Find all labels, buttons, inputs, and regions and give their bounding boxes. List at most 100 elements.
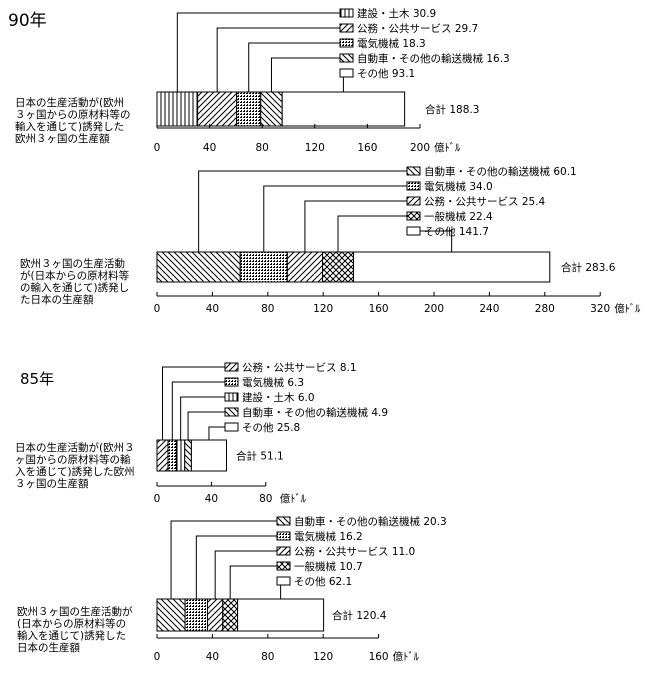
bar-segment-1-4 [353, 251, 551, 283]
legend-label-0-0: 建設・土木 30.9 [357, 7, 436, 20]
legend-label-2-2: 建設・土木 6.0 [242, 391, 315, 404]
legend-swatch-3-4 [276, 576, 291, 586]
legend-label-3-1: 電気機械 16.2 [294, 530, 363, 543]
bar-segment-3-3 [222, 598, 239, 632]
bar-segment-0-3 [260, 91, 283, 127]
bar-segment-3-4 [237, 598, 325, 632]
bar-segment-1-1 [239, 251, 288, 283]
x-tick-label-3-3: 120 [313, 651, 333, 663]
category-label-line: 日本の生産活動が(欧州 [15, 96, 124, 109]
x-tick-label-2-0: 0 [154, 493, 161, 505]
leader-line-0-0 [176, 12, 340, 92]
legend-label-3-3: 一般機械 10.7 [294, 560, 363, 573]
leader-line-0-1 [216, 27, 340, 92]
legend-swatch-0-2 [339, 38, 354, 48]
x-tick-label-3-4: 160 [369, 651, 389, 663]
x-tick-label-0-0: 0 [154, 142, 161, 154]
legend-label-3-2: 公務・公共サービス 11.0 [294, 545, 415, 558]
x-tick-label-2-1: 40 [205, 493, 218, 505]
legend-label-3-0: 自動車・その他の輸送機械 20.3 [294, 515, 447, 528]
bar-segment-0-2 [236, 91, 262, 127]
category-label-line: 入を通じて)誘発した欧州 [15, 465, 135, 478]
legend-swatch-0-0 [339, 8, 354, 18]
leader-line-1-3 [337, 215, 407, 252]
x-tick-label-3-1: 40 [206, 651, 219, 663]
category-label-line: の輸入を通じて)誘発し [20, 281, 129, 294]
legend-label-2-0: 公務・公共サービス 8.1 [242, 361, 357, 374]
bar-segment-2-0 [156, 439, 169, 472]
x-tick-label-1-2: 80 [261, 303, 274, 315]
legend-label-0-2: 電気機械 18.3 [357, 37, 426, 50]
leader-line-3-3 [229, 565, 277, 599]
x-tick-label-0-4: 160 [357, 142, 377, 154]
legend-label-1-4: その他 141.7 [424, 225, 489, 238]
bar-segment-1-3 [322, 251, 355, 283]
category-label-line: 日本の生産活動が(欧州３ [15, 441, 135, 454]
legend-label-1-1: 電気機械 34.0 [424, 180, 493, 193]
x-axis-unit-0: 億ﾄﾞﾙ [434, 141, 461, 154]
legend-label-2-1: 電気機械 6.3 [242, 376, 304, 389]
x-tick-label-1-6: 240 [479, 303, 499, 315]
leader-line-1-4 [407, 230, 453, 252]
leader-line-3-2 [214, 550, 277, 599]
x-tick-label-0-1: 40 [203, 142, 216, 154]
category-label-line: 輸入を通じて)誘発した [17, 629, 126, 642]
leader-line-0-3 [270, 57, 340, 92]
x-axis-unit-1: 億ﾄﾞﾙ [614, 302, 641, 315]
legend-swatch-2-1 [224, 377, 239, 387]
bar-segment-2-3 [184, 439, 192, 472]
bar-segment-0-1 [197, 91, 238, 127]
legend-swatch-2-2 [224, 392, 239, 402]
legend-swatch-1-2 [406, 196, 421, 206]
legend-swatch-2-4 [224, 422, 239, 432]
category-label-line: た日本の生産額 [20, 293, 94, 306]
leader-line-1-0 [198, 170, 407, 252]
category-label-line: 欧州３ヶ国の生産額 [15, 132, 110, 145]
legend-swatch-3-2 [276, 546, 291, 556]
category-label-line: 日本の生産額 [17, 641, 80, 654]
total-label-3: 合計 120.4 [332, 609, 387, 622]
legend-swatch-1-1 [406, 181, 421, 191]
x-tick-label-0-3: 120 [305, 142, 325, 154]
x-tick-label-1-3: 120 [313, 303, 333, 315]
legend-swatch-1-4 [406, 226, 421, 236]
leader-line-2-3 [187, 411, 225, 440]
legend-label-0-1: 公務・公共サービス 29.7 [357, 22, 478, 35]
legend-swatch-3-3 [276, 561, 291, 571]
x-axis-unit-3: 億ﾄﾞﾙ [393, 650, 420, 663]
x-tick-label-3-2: 80 [261, 651, 274, 663]
x-tick-label-1-8: 320 [590, 303, 610, 315]
legend-swatch-3-1 [276, 531, 291, 541]
leader-line-2-1 [171, 381, 225, 440]
bar-segment-2-4 [190, 439, 227, 472]
x-tick-label-3-0: 0 [154, 651, 161, 663]
bar-segment-1-2 [286, 251, 324, 283]
bar-segment-0-0 [156, 91, 199, 127]
legend-label-2-4: その他 25.8 [242, 421, 300, 434]
category-label-line: 輸入を通じて)誘発した [15, 120, 124, 133]
legend-swatch-2-3 [224, 407, 239, 417]
category-label-line: 欧州３ヶ国の生産活動 [20, 257, 125, 270]
category-label-line: (日本からの原材料等の [17, 617, 126, 630]
legend-label-1-3: 一般機械 22.4 [424, 210, 493, 223]
x-axis-unit-2: 億ﾄﾞﾙ [280, 492, 307, 505]
legend-label-1-0: 自動車・その他の輸送機械 60.1 [424, 165, 577, 178]
legend-label-2-3: 自動車・その他の輸送機械 4.9 [242, 406, 388, 419]
legend-label-3-4: その他 62.1 [294, 575, 352, 588]
x-tick-label-1-1: 40 [206, 303, 219, 315]
bar-segment-2-1 [167, 439, 178, 472]
legend-label-1-2: 公務・公共サービス 25.4 [424, 195, 546, 208]
category-label-line: が(日本からの原材料等 [20, 269, 130, 282]
legend-swatch-1-3 [406, 211, 421, 221]
bar-segment-3-0 [156, 598, 186, 632]
category-label-line: ３ヶ国の生産額 [15, 477, 89, 490]
total-label-1: 合計 283.6 [561, 261, 616, 274]
leader-line-2-0 [162, 366, 225, 440]
section-title-2: 85年 [20, 370, 54, 388]
bar-segment-3-1 [184, 598, 209, 632]
leader-line-0-2 [248, 42, 340, 92]
leader-line-3-0 [170, 520, 277, 599]
x-tick-label-2-2: 80 [259, 493, 272, 505]
legend-label-0-4: その他 93.1 [357, 67, 415, 80]
